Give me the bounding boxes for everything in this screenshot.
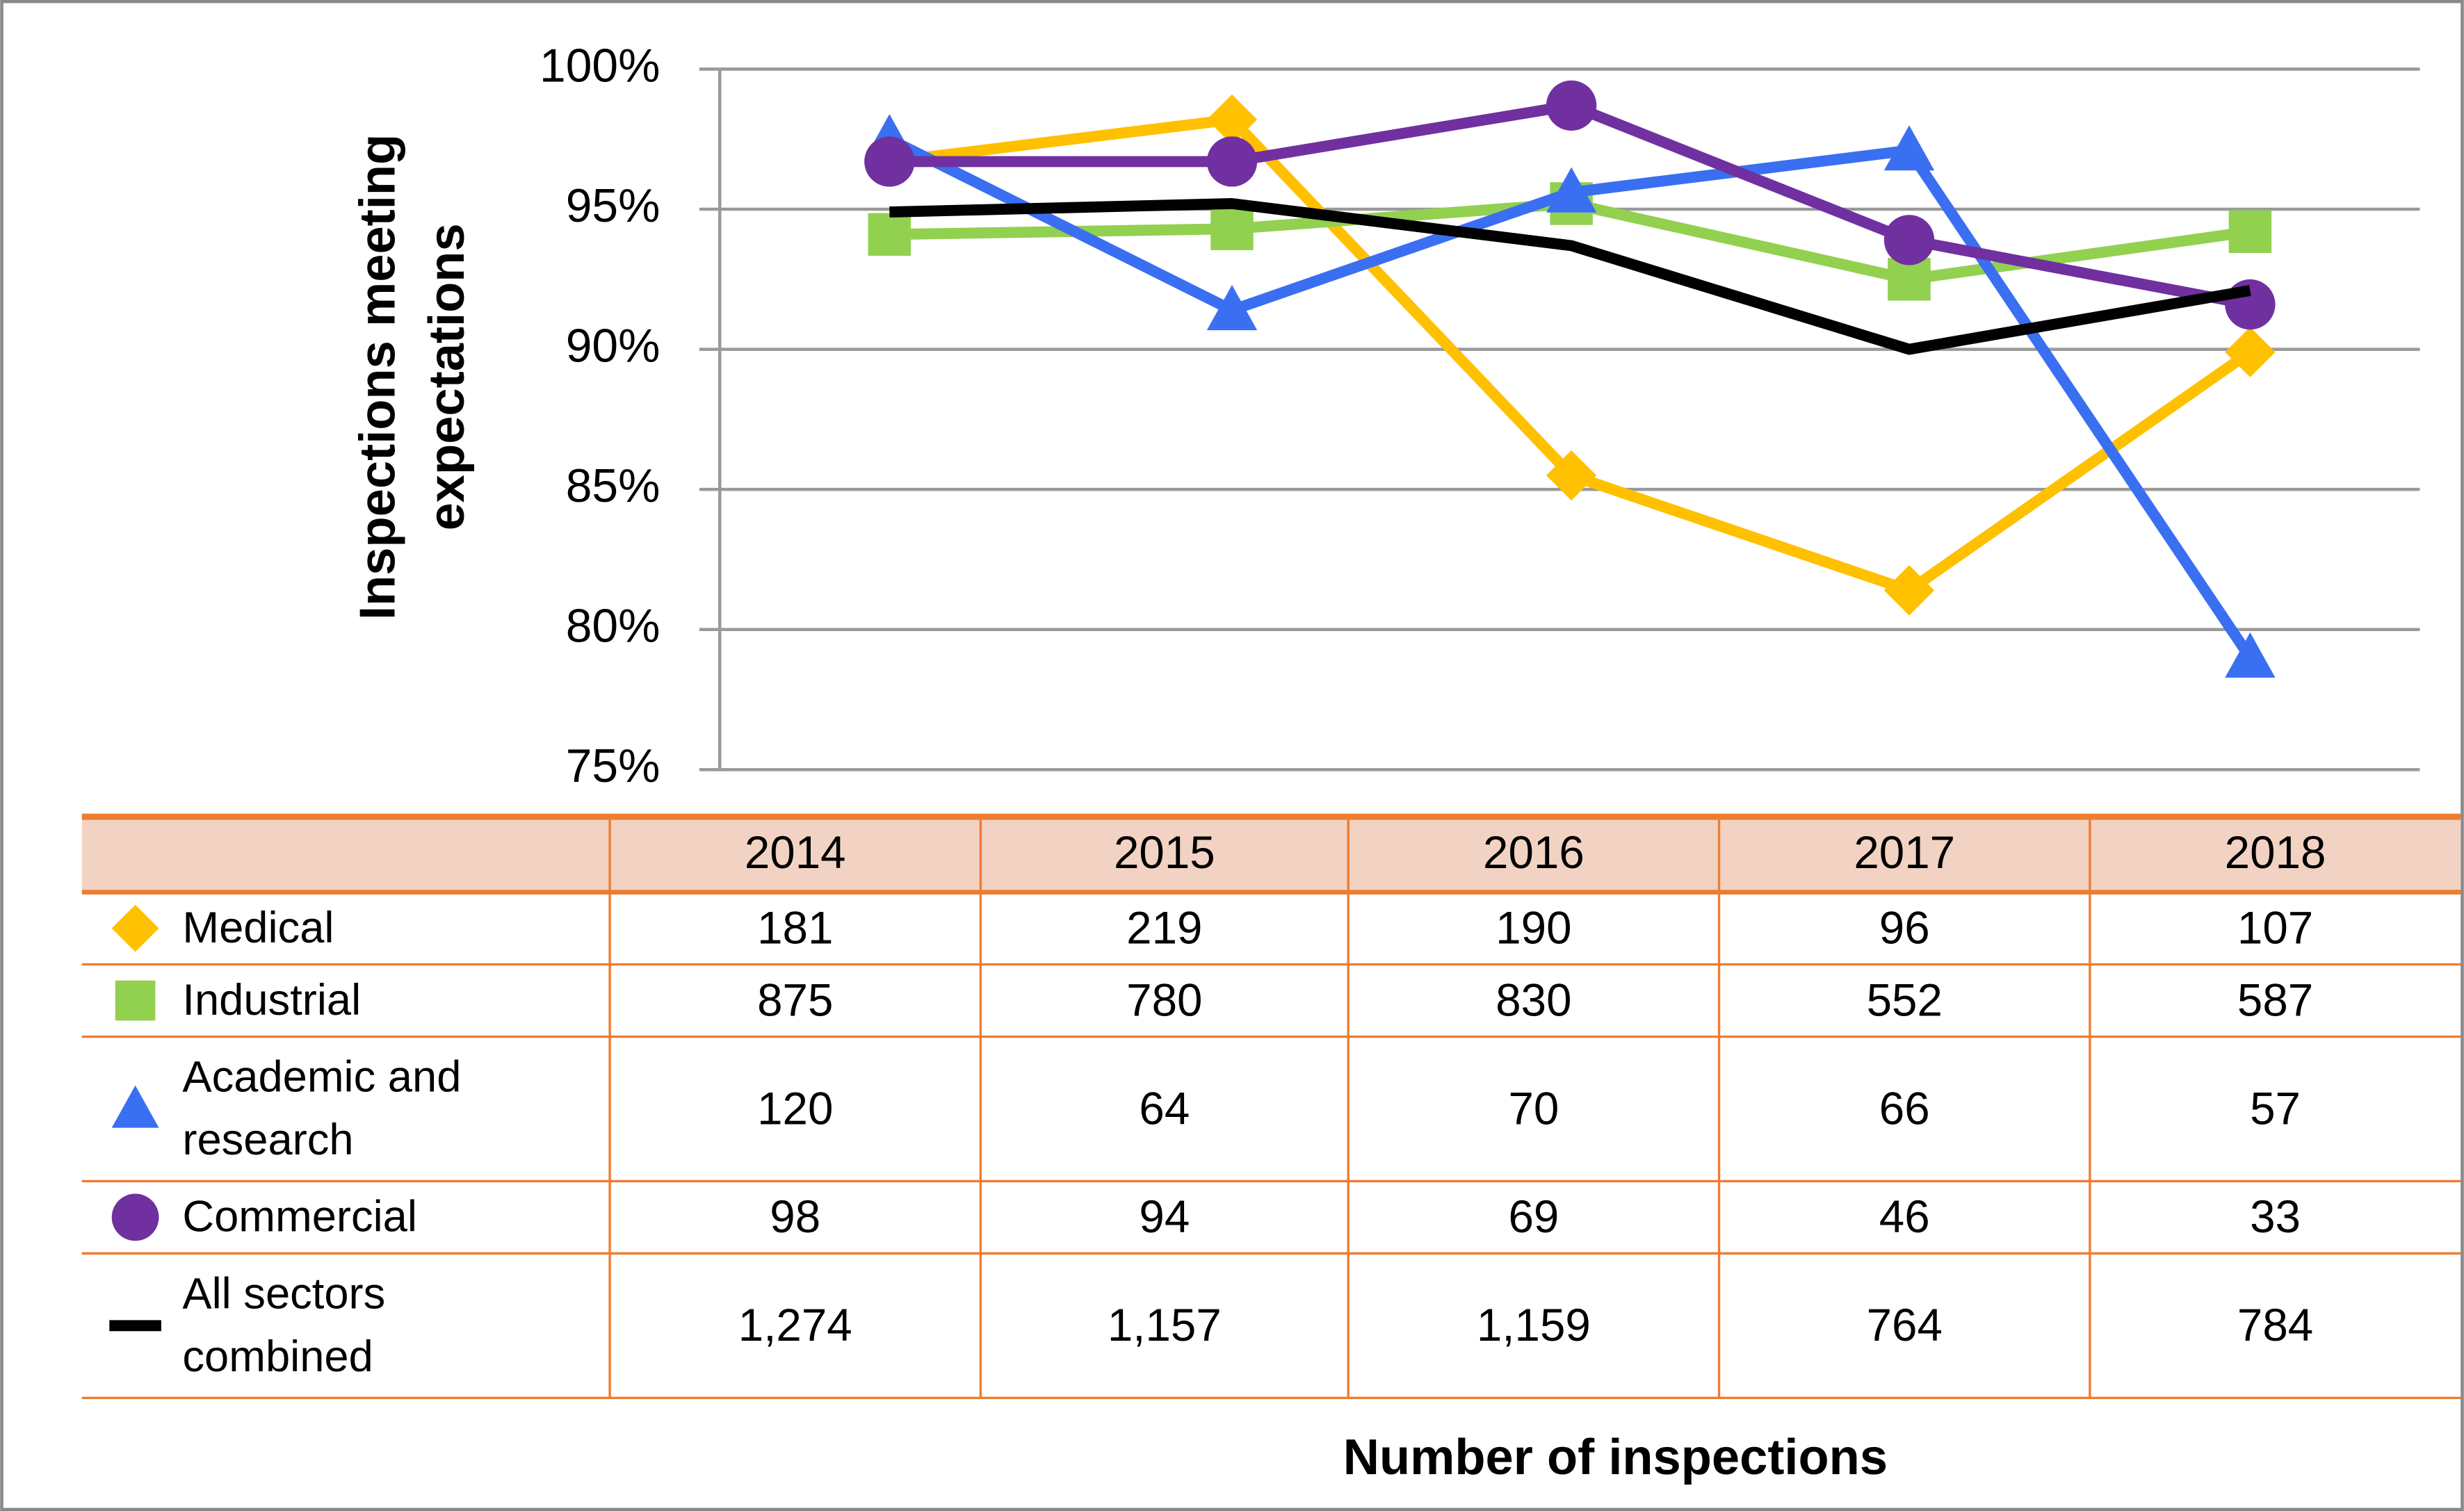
- legend-label: Commercial: [182, 1192, 417, 1241]
- marker-square: [868, 213, 911, 256]
- y-tick-label: 85%: [566, 460, 660, 512]
- marker-circle: [1883, 215, 1935, 266]
- marker-circle: [1546, 80, 1597, 131]
- table-header: 2017: [1854, 827, 1955, 878]
- table-cell: 552: [1867, 974, 1943, 1025]
- legend-label-box: Medical: [182, 903, 334, 952]
- table-cell: 57: [2250, 1083, 2301, 1134]
- marker-triangle: [1883, 125, 1935, 171]
- marker-triangle: [2225, 632, 2276, 678]
- table-header-bg: [81, 817, 2461, 892]
- y-tick-label: 95%: [566, 180, 660, 232]
- legend-label: Academic and research: [182, 1052, 462, 1164]
- marker-square: [2228, 210, 2272, 254]
- marker-circle: [111, 1193, 159, 1241]
- series-line: [889, 198, 2251, 355]
- table-cell: 33: [2250, 1191, 2301, 1242]
- legend-label-box: Commercial: [182, 1192, 417, 1241]
- marker-circle: [1206, 136, 1258, 187]
- table-cell: 96: [1879, 902, 1930, 953]
- table-cell: 98: [770, 1191, 820, 1242]
- table-cell: 94: [1139, 1191, 1190, 1242]
- legend-label-box: All sectors combined: [182, 1268, 386, 1381]
- table-cell: 1,159: [1477, 1300, 1591, 1350]
- y-tick-label: 80%: [566, 601, 660, 653]
- legend-label-box: Academic and research: [182, 1052, 462, 1164]
- table-header: 2014: [745, 827, 846, 878]
- legend-label: Medical: [182, 903, 334, 952]
- table-header: 2016: [1483, 827, 1584, 878]
- marker-circle: [864, 136, 915, 187]
- y-tick-label: 75%: [566, 740, 660, 792]
- table-cell: 1,157: [1108, 1300, 1222, 1350]
- marker-diamond: [1546, 450, 1597, 501]
- marker-square: [1210, 207, 1254, 250]
- table-cell: 66: [1879, 1083, 1930, 1134]
- table-cell: 69: [1508, 1191, 1559, 1242]
- table-cell: 875: [757, 974, 833, 1025]
- y-axis-title: Inspections meeting expectations: [348, 133, 475, 620]
- marker-diamond: [111, 904, 159, 952]
- table-header: 2015: [1114, 827, 1215, 878]
- marker-circle: [2225, 279, 2276, 330]
- table-cell: 64: [1139, 1083, 1190, 1134]
- legend-label: All sectors combined: [182, 1268, 386, 1381]
- table-cell: 764: [1867, 1300, 1943, 1350]
- y-tick-label: 90%: [566, 320, 660, 373]
- table-cell: 120: [757, 1083, 833, 1134]
- table-header: 2018: [2225, 827, 2326, 878]
- table-cell: 784: [2237, 1300, 2313, 1350]
- legend-label: Industrial: [182, 975, 362, 1024]
- table-cell: 219: [1126, 902, 1202, 953]
- table-cell: 70: [1508, 1083, 1559, 1134]
- table-cell: 587: [2237, 974, 2313, 1025]
- marker-square: [115, 980, 156, 1021]
- marker-triangle: [1546, 167, 1597, 213]
- table-cell: 1,274: [738, 1300, 852, 1350]
- table-cell: 190: [1496, 902, 1571, 953]
- marker-triangle: [1206, 284, 1258, 331]
- legend-label-box: Industrial: [182, 975, 362, 1024]
- table-cell: 181: [757, 902, 833, 953]
- x-axis-title: Number of inspections: [1343, 1430, 1888, 1485]
- table-cell: 780: [1126, 974, 1202, 1025]
- table-cell: 107: [2237, 902, 2313, 953]
- y-axis-title-box: Inspections meeting expectations: [348, 133, 475, 620]
- marker-triangle: [111, 1085, 159, 1128]
- y-tick-label: 100%: [540, 40, 660, 92]
- table-cell: 830: [1496, 974, 1571, 1025]
- table-cell: 46: [1879, 1191, 1930, 1242]
- marker-diamond: [2225, 327, 2276, 377]
